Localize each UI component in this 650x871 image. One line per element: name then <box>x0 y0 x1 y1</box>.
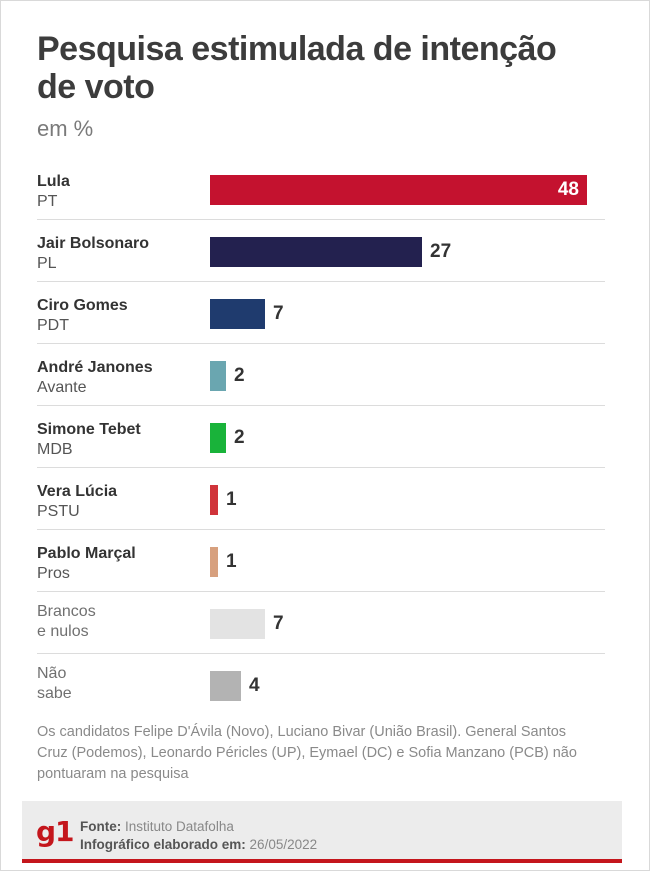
value-label: 7 <box>273 613 284 634</box>
source-label: Fonte: <box>80 819 122 834</box>
bar-row: André Janones Avante 2 <box>37 344 605 406</box>
bar-row: Ciro Gomes PDT 7 <box>37 282 605 344</box>
chart-subtitle: em % <box>37 116 94 141</box>
bar-row: Simone Tebet MDB 2 <box>37 406 605 468</box>
bar-row: Não sabe 4 <box>37 654 605 716</box>
bar <box>210 299 265 329</box>
value-label: 2 <box>234 365 245 386</box>
bar <box>210 237 422 267</box>
value-label: 48 <box>557 179 579 200</box>
category-label: Lula <box>37 173 70 190</box>
value-label: 2 <box>234 427 245 448</box>
category-label: Brancos e nulos <box>37 603 96 640</box>
party-label: Pros <box>37 565 70 582</box>
chart-title: Pesquisa estimulada de intenção de voto <box>37 30 557 106</box>
date-label: Infográfico elaborado em: <box>80 837 246 852</box>
category-label: Ciro Gomes <box>37 297 128 314</box>
value-label: 7 <box>273 303 284 324</box>
bar <box>210 423 226 453</box>
party-label: MDB <box>37 441 73 458</box>
value-label: 1 <box>226 489 237 510</box>
source-text: Fonte: Instituto Datafolha Infográfico e… <box>80 818 317 854</box>
bar-chart: Lula PT 48 Jair Bolsonaro PL 27 Ciro Gomes PDT 7… <box>37 158 605 716</box>
bar <box>210 485 218 515</box>
bar-row: Lula PT 48 <box>37 158 605 220</box>
category-label: Vera Lúcia <box>37 483 118 500</box>
bar-row: Vera Lúcia PSTU 1 <box>37 468 605 530</box>
value-label: 27 <box>430 241 452 262</box>
source-footer: g1 Fonte: Instituto Datafolha Infográfic… <box>22 801 622 863</box>
category-label: Pablo Marçal <box>37 545 136 562</box>
bar-row: Pablo Marçal Pros 1 <box>37 530 605 592</box>
date-value: 26/05/2022 <box>249 837 318 852</box>
bar <box>210 361 226 391</box>
party-label: PDT <box>37 317 69 334</box>
g1-logo: g1 <box>36 815 75 848</box>
party-label: PSTU <box>37 503 80 520</box>
footnote: Os candidatos Felipe D'Ávila (Novo), Luc… <box>37 724 577 782</box>
bar <box>210 671 241 701</box>
bar-row: Jair Bolsonaro PL 27 <box>37 220 605 282</box>
party-label: PT <box>37 193 58 210</box>
category-label: André Janones <box>37 359 153 376</box>
bar-row: Brancos e nulos 7 <box>37 592 605 654</box>
bar <box>210 175 587 205</box>
category-label: Simone Tebet <box>37 421 141 438</box>
bar <box>210 547 218 577</box>
category-label: Jair Bolsonaro <box>37 235 150 252</box>
value-label: 1 <box>226 551 237 572</box>
source-value: Instituto Datafolha <box>125 819 234 834</box>
category-label: Não sabe <box>37 665 72 702</box>
bar <box>210 609 265 639</box>
party-label: Avante <box>37 379 87 396</box>
value-label: 4 <box>249 675 260 696</box>
party-label: PL <box>37 255 57 272</box>
